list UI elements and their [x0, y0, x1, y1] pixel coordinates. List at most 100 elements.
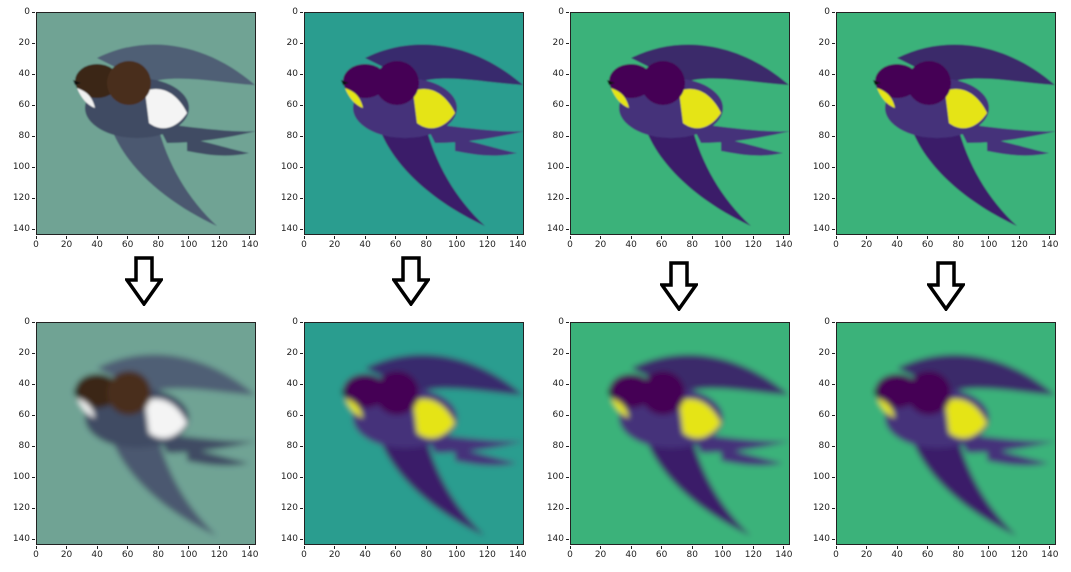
x-tick-label: 100 [711, 236, 735, 250]
y-tick-label: 20 [6, 348, 35, 358]
x-tick-label: 100 [445, 546, 469, 560]
image-rgb-reconstructed [37, 323, 255, 544]
y-tick-label: 120 [6, 193, 35, 203]
y-tick-label: 140 [540, 534, 569, 544]
x-tick-label: 20 [855, 546, 879, 560]
image-channel-1-original [305, 13, 523, 234]
y-tick-label: 60 [6, 410, 35, 420]
y-tick-label: 60 [806, 410, 835, 420]
panel-rgb-reconstructed [36, 322, 256, 545]
image-channel-2-original [571, 13, 789, 234]
x-tick-label: 120 [207, 546, 231, 560]
y-tick-label: 120 [540, 193, 569, 203]
x-tick-label: 20 [323, 546, 347, 560]
y-tick-label: 140 [806, 534, 835, 544]
x-tick-label: 100 [977, 546, 1001, 560]
x-tick-label: 140 [772, 236, 796, 250]
y-tick-label: 80 [274, 131, 303, 141]
y-tick-label: 20 [540, 38, 569, 48]
x-tick-label: 20 [589, 236, 613, 250]
y-tick-label: 0 [806, 317, 835, 327]
y-tick-label: 20 [274, 348, 303, 358]
y-tick-label: 140 [6, 224, 35, 234]
x-tick-label: 0 [292, 236, 316, 250]
y-tick-label: 60 [274, 100, 303, 110]
image-rgb-original [37, 13, 255, 234]
y-tick-label: 0 [806, 7, 835, 17]
x-tick-label: 120 [741, 546, 765, 560]
x-tick-label: 140 [506, 546, 530, 560]
x-tick-label: 120 [1007, 236, 1031, 250]
y-tick-label: 80 [274, 441, 303, 451]
x-tick-label: 20 [589, 546, 613, 560]
x-tick-label: 80 [680, 236, 704, 250]
y-tick-label: 40 [540, 69, 569, 79]
x-tick-label: 20 [55, 546, 79, 560]
down-arrow-icon [125, 256, 163, 306]
x-tick-label: 60 [384, 546, 408, 560]
x-tick-label: 0 [24, 236, 48, 250]
y-tick-label: 100 [274, 162, 303, 172]
x-tick-label: 80 [946, 236, 970, 250]
x-tick-label: 40 [619, 236, 643, 250]
x-tick-label: 40 [885, 546, 909, 560]
x-tick-label: 0 [558, 546, 582, 560]
x-tick-label: 100 [445, 236, 469, 250]
y-tick-label: 40 [6, 379, 35, 389]
x-tick-label: 40 [619, 546, 643, 560]
image-channel-2-reconstructed [571, 323, 789, 544]
x-tick-label: 140 [506, 236, 530, 250]
y-tick-label: 80 [6, 441, 35, 451]
y-tick-label: 80 [806, 131, 835, 141]
x-tick-label: 80 [414, 236, 438, 250]
x-tick-label: 140 [238, 546, 262, 560]
panel-channel-1-reconstructed [304, 322, 524, 545]
y-tick-label: 40 [806, 69, 835, 79]
y-tick-label: 100 [6, 162, 35, 172]
panel-channel-3-original [836, 12, 1056, 235]
x-tick-label: 0 [824, 546, 848, 560]
y-tick-label: 0 [274, 7, 303, 17]
y-tick-label: 120 [274, 193, 303, 203]
y-tick-label: 20 [806, 38, 835, 48]
panel-channel-3-reconstructed [836, 322, 1056, 545]
x-tick-label: 140 [1038, 546, 1062, 560]
x-tick-label: 0 [824, 236, 848, 250]
x-tick-label: 40 [353, 236, 377, 250]
x-tick-label: 120 [741, 236, 765, 250]
x-tick-label: 100 [177, 546, 201, 560]
y-tick-label: 100 [274, 472, 303, 482]
y-tick-label: 60 [6, 100, 35, 110]
y-tick-label: 80 [540, 131, 569, 141]
x-tick-label: 20 [323, 236, 347, 250]
y-tick-label: 60 [540, 410, 569, 420]
x-tick-label: 80 [680, 546, 704, 560]
y-tick-label: 140 [540, 224, 569, 234]
x-tick-label: 120 [207, 236, 231, 250]
panel-channel-1-original [304, 12, 524, 235]
y-tick-label: 40 [6, 69, 35, 79]
panel-channel-2-reconstructed [570, 322, 790, 545]
y-tick-label: 140 [806, 224, 835, 234]
x-tick-label: 140 [238, 236, 262, 250]
image-channel-1-reconstructed [305, 323, 523, 544]
y-tick-label: 120 [540, 503, 569, 513]
x-tick-label: 20 [55, 236, 79, 250]
x-tick-label: 40 [85, 546, 109, 560]
y-tick-label: 60 [274, 410, 303, 420]
x-tick-label: 100 [177, 236, 201, 250]
y-tick-label: 0 [6, 7, 35, 17]
y-tick-label: 140 [6, 534, 35, 544]
y-tick-label: 120 [806, 503, 835, 513]
y-tick-label: 120 [274, 503, 303, 513]
x-tick-label: 40 [885, 236, 909, 250]
x-tick-label: 120 [1007, 546, 1031, 560]
y-tick-label: 100 [540, 472, 569, 482]
x-tick-label: 80 [946, 546, 970, 560]
x-tick-label: 120 [475, 546, 499, 560]
image-channel-3-reconstructed [837, 323, 1055, 544]
y-tick-label: 100 [540, 162, 569, 172]
y-tick-label: 80 [540, 441, 569, 451]
y-tick-label: 20 [274, 38, 303, 48]
down-arrow-icon [927, 261, 965, 311]
